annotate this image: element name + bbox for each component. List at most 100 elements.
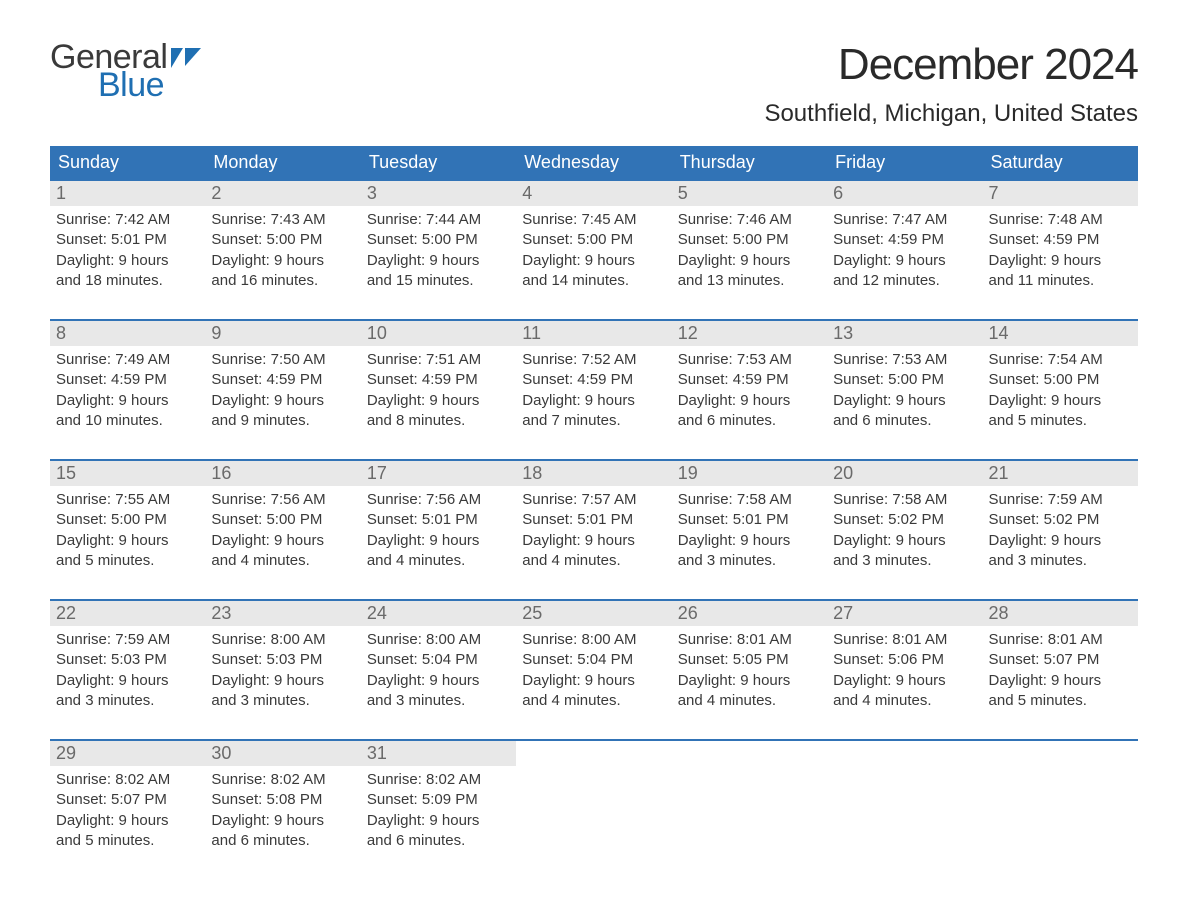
day-d1: Daylight: 9 hours: [56, 531, 199, 551]
day-d2: and 13 minutes.: [678, 271, 821, 291]
day-body: Sunrise: 8:00 AMSunset: 5:03 PMDaylight:…: [205, 626, 360, 715]
day-sunrise: Sunrise: 7:59 AM: [56, 630, 199, 650]
day-sunset: Sunset: 5:05 PM: [678, 650, 821, 670]
day-header: Tuesday: [361, 146, 516, 179]
day-d1: Daylight: 9 hours: [678, 531, 821, 551]
day-d1: Daylight: 9 hours: [522, 531, 665, 551]
day-sunset: Sunset: 5:07 PM: [56, 790, 199, 810]
day-d2: and 4 minutes.: [211, 551, 354, 571]
day-cell: 12Sunrise: 7:53 AMSunset: 4:59 PMDayligh…: [672, 321, 827, 441]
day-body: Sunrise: 8:02 AMSunset: 5:07 PMDaylight:…: [50, 766, 205, 855]
day-cell: [516, 741, 671, 861]
day-sunrise: Sunrise: 7:43 AM: [211, 210, 354, 230]
day-body: Sunrise: 7:59 AMSunset: 5:03 PMDaylight:…: [50, 626, 205, 715]
day-sunrise: Sunrise: 7:49 AM: [56, 350, 199, 370]
day-number: 9: [205, 321, 360, 346]
day-sunset: Sunset: 5:00 PM: [367, 230, 510, 250]
day-sunset: Sunset: 4:59 PM: [989, 230, 1132, 250]
day-d1: Daylight: 9 hours: [678, 251, 821, 271]
day-header: Sunday: [50, 146, 205, 179]
day-sunrise: Sunrise: 7:50 AM: [211, 350, 354, 370]
day-header: Friday: [827, 146, 982, 179]
day-body: Sunrise: 7:45 AMSunset: 5:00 PMDaylight:…: [516, 206, 671, 295]
day-d1: Daylight: 9 hours: [367, 671, 510, 691]
day-number: 3: [361, 181, 516, 206]
day-cell: 14Sunrise: 7:54 AMSunset: 5:00 PMDayligh…: [983, 321, 1138, 441]
day-sunrise: Sunrise: 7:42 AM: [56, 210, 199, 230]
day-d1: Daylight: 9 hours: [522, 671, 665, 691]
day-sunset: Sunset: 5:00 PM: [833, 370, 976, 390]
day-d2: and 6 minutes.: [367, 831, 510, 851]
day-body: Sunrise: 8:01 AMSunset: 5:06 PMDaylight:…: [827, 626, 982, 715]
day-d1: Daylight: 9 hours: [522, 391, 665, 411]
day-number: [827, 741, 982, 745]
day-cell: 28Sunrise: 8:01 AMSunset: 5:07 PMDayligh…: [983, 601, 1138, 721]
day-body: Sunrise: 8:01 AMSunset: 5:05 PMDaylight:…: [672, 626, 827, 715]
day-d2: and 16 minutes.: [211, 271, 354, 291]
day-d2: and 5 minutes.: [989, 411, 1132, 431]
day-cell: 18Sunrise: 7:57 AMSunset: 5:01 PMDayligh…: [516, 461, 671, 581]
day-d2: and 15 minutes.: [367, 271, 510, 291]
day-body: Sunrise: 7:46 AMSunset: 5:00 PMDaylight:…: [672, 206, 827, 295]
day-number: 25: [516, 601, 671, 626]
day-number: 10: [361, 321, 516, 346]
day-d1: Daylight: 9 hours: [211, 391, 354, 411]
day-body: Sunrise: 7:53 AMSunset: 4:59 PMDaylight:…: [672, 346, 827, 435]
day-number: 12: [672, 321, 827, 346]
day-sunset: Sunset: 5:00 PM: [989, 370, 1132, 390]
day-d1: Daylight: 9 hours: [367, 391, 510, 411]
day-d2: and 3 minutes.: [367, 691, 510, 711]
day-body: Sunrise: 8:01 AMSunset: 5:07 PMDaylight:…: [983, 626, 1138, 715]
day-sunset: Sunset: 5:00 PM: [56, 510, 199, 530]
day-body: Sunrise: 7:53 AMSunset: 5:00 PMDaylight:…: [827, 346, 982, 435]
day-d1: Daylight: 9 hours: [211, 811, 354, 831]
day-d2: and 3 minutes.: [678, 551, 821, 571]
day-number: 2: [205, 181, 360, 206]
day-d1: Daylight: 9 hours: [989, 251, 1132, 271]
day-sunset: Sunset: 4:59 PM: [211, 370, 354, 390]
day-cell: 8Sunrise: 7:49 AMSunset: 4:59 PMDaylight…: [50, 321, 205, 441]
day-number: 18: [516, 461, 671, 486]
day-cell: 23Sunrise: 8:00 AMSunset: 5:03 PMDayligh…: [205, 601, 360, 721]
day-d1: Daylight: 9 hours: [211, 671, 354, 691]
day-sunrise: Sunrise: 7:46 AM: [678, 210, 821, 230]
day-d1: Daylight: 9 hours: [56, 811, 199, 831]
day-d1: Daylight: 9 hours: [678, 671, 821, 691]
day-d1: Daylight: 9 hours: [211, 531, 354, 551]
day-cell: 16Sunrise: 7:56 AMSunset: 5:00 PMDayligh…: [205, 461, 360, 581]
day-sunset: Sunset: 5:04 PM: [367, 650, 510, 670]
day-sunrise: Sunrise: 7:57 AM: [522, 490, 665, 510]
day-sunrise: Sunrise: 7:54 AM: [989, 350, 1132, 370]
location: Southfield, Michigan, United States: [764, 100, 1138, 128]
day-number: 21: [983, 461, 1138, 486]
day-sunset: Sunset: 4:59 PM: [833, 230, 976, 250]
day-body: Sunrise: 7:57 AMSunset: 5:01 PMDaylight:…: [516, 486, 671, 575]
day-number: 7: [983, 181, 1138, 206]
day-d2: and 5 minutes.: [56, 551, 199, 571]
day-sunset: Sunset: 4:59 PM: [56, 370, 199, 390]
day-d1: Daylight: 9 hours: [56, 671, 199, 691]
day-sunset: Sunset: 5:00 PM: [211, 230, 354, 250]
day-d2: and 12 minutes.: [833, 271, 976, 291]
day-cell: 9 Sunrise: 7:50 AMSunset: 4:59 PMDaylight…: [205, 321, 360, 441]
day-sunrise: Sunrise: 7:53 AM: [678, 350, 821, 370]
day-d1: Daylight: 9 hours: [367, 251, 510, 271]
day-number: 5: [672, 181, 827, 206]
day-cell: 10Sunrise: 7:51 AMSunset: 4:59 PMDayligh…: [361, 321, 516, 441]
day-number: 23: [205, 601, 360, 626]
day-sunrise: Sunrise: 7:58 AM: [833, 490, 976, 510]
day-number: 29: [50, 741, 205, 766]
day-body: Sunrise: 7:56 AMSunset: 5:00 PMDaylight:…: [205, 486, 360, 575]
day-cell: 3Sunrise: 7:44 AMSunset: 5:00 PMDaylight…: [361, 181, 516, 301]
logo: General Blue: [50, 40, 201, 102]
day-body: Sunrise: 7:52 AMSunset: 4:59 PMDaylight:…: [516, 346, 671, 435]
day-sunrise: Sunrise: 8:02 AM: [367, 770, 510, 790]
day-d2: and 10 minutes.: [56, 411, 199, 431]
day-d1: Daylight: 9 hours: [211, 251, 354, 271]
day-d1: Daylight: 9 hours: [989, 531, 1132, 551]
day-sunset: Sunset: 5:00 PM: [522, 230, 665, 250]
day-d1: Daylight: 9 hours: [367, 531, 510, 551]
day-cell: 22Sunrise: 7:59 AMSunset: 5:03 PMDayligh…: [50, 601, 205, 721]
day-number: 28: [983, 601, 1138, 626]
day-d2: and 5 minutes.: [989, 691, 1132, 711]
